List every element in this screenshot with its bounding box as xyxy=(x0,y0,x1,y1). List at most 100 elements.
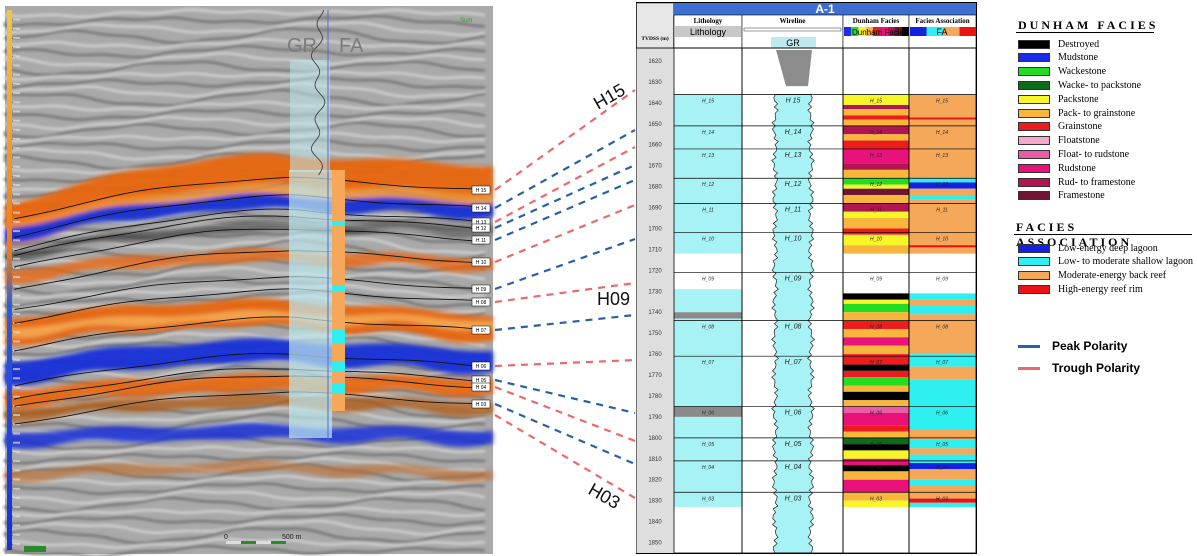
fa-legend-label: Low- to moderate shallow lagoon xyxy=(1058,256,1193,268)
fa-legend-label: High-energy reef rim xyxy=(1058,283,1143,295)
dunham-interval xyxy=(843,406,909,413)
horizon-label: H_15 xyxy=(702,98,714,104)
dunham-subheader: Dunham Facies xyxy=(852,28,908,37)
depth-label: 1760 xyxy=(648,352,662,358)
depth-tick-label xyxy=(13,193,20,196)
callout-h03: H03 xyxy=(585,479,624,513)
dunham-subheader-swatch xyxy=(880,27,888,36)
fa-interval xyxy=(909,354,976,367)
fa-strip-segment xyxy=(332,225,345,285)
fa-interval xyxy=(909,194,976,200)
horizon-label: H_03 xyxy=(936,496,948,502)
lithology-interval xyxy=(674,289,742,313)
depth-label: 1720 xyxy=(648,268,662,274)
seismic-reflector xyxy=(3,519,486,536)
seismic-horizon xyxy=(14,176,476,220)
depth-tick-label xyxy=(13,202,20,205)
seismic-reflector xyxy=(3,37,486,50)
dunham-legend-item: Pack- to grainstone xyxy=(1018,107,1135,119)
horizon-label: H_10 xyxy=(936,237,948,243)
depth-tick-label xyxy=(13,386,20,389)
column-header: Lithology xyxy=(694,17,723,25)
dunham-legend-swatch xyxy=(1018,39,1050,49)
callout-h15: H15 xyxy=(590,80,629,114)
seismic-amplitude-band xyxy=(5,248,493,284)
horizon-tag xyxy=(471,235,491,245)
gr-subheader: GR xyxy=(786,38,800,48)
trough-polarity-line xyxy=(494,89,636,191)
dunham-interval xyxy=(843,134,909,141)
depth-tick-label xyxy=(13,55,20,58)
fa-subheader: FA xyxy=(936,27,947,37)
fa-interval xyxy=(909,305,976,315)
depth-tick-label xyxy=(13,542,20,545)
depth-tick-label xyxy=(13,147,20,150)
horizon-label: H_05 xyxy=(870,442,882,448)
fa-strip-segment xyxy=(332,343,345,361)
fa-legend-item: Moderate-energy back reef xyxy=(1018,270,1166,282)
horizon-label: H_05 xyxy=(785,441,802,448)
seismic-reflector xyxy=(3,115,486,131)
trough-polarity-line xyxy=(494,414,636,499)
horizon-label: H_04 xyxy=(870,465,882,471)
seismic-reflector xyxy=(3,131,486,144)
scale-label-right: 500 m xyxy=(282,534,302,541)
seismic-reflector xyxy=(3,88,486,108)
horizon-label: H_08 xyxy=(870,325,882,331)
seismic-reflector xyxy=(3,82,486,99)
dunham-legend-title: DUNHAM FACIES xyxy=(1018,18,1159,32)
dunham-interval xyxy=(843,391,909,401)
horizon-label: H_08 xyxy=(936,325,948,331)
dunham-interval xyxy=(843,425,909,432)
horizon-label: H_15 xyxy=(870,98,882,104)
fa-legend-swatch xyxy=(1018,284,1050,294)
dunham-legend-label: Rudstone xyxy=(1058,162,1096,174)
dunham-legend-label: Wacke- to packstone xyxy=(1058,79,1142,91)
dunham-legend-item: Rudstone xyxy=(1018,162,1096,174)
dunham-legend-label: Destroyed xyxy=(1058,38,1100,50)
fa-interval xyxy=(909,454,976,463)
depth-track-bg xyxy=(636,48,674,553)
horizon-tag xyxy=(471,284,491,294)
peak-polarity-line xyxy=(494,237,636,291)
depth-tick-label xyxy=(13,533,20,536)
dunham-legend-swatch xyxy=(1018,94,1050,104)
dunham-interval xyxy=(843,500,909,507)
seismic-section: GR FA Sum H 15 H 14 H 13H 12 H 11 H 10 H 09 H … xyxy=(0,0,500,556)
horizon-label: H_12 xyxy=(785,181,802,188)
dunham-interval xyxy=(843,354,909,365)
fa-interval xyxy=(909,479,976,487)
depth-tick-label xyxy=(13,496,20,499)
dunham-legend: DUNHAM FACIES Destroyed Mudstone Wackeston… xyxy=(1010,14,1190,204)
horizon-label: H_13 xyxy=(702,153,714,159)
seismic-horizon xyxy=(14,194,476,238)
trough-polarity-line xyxy=(494,385,636,443)
dunham-interval xyxy=(843,465,909,472)
horizon-tag xyxy=(471,257,491,267)
horizon-label: H_04 xyxy=(702,465,714,471)
depth-tick-label xyxy=(13,239,20,242)
dunham-subheader-swatch xyxy=(894,27,902,36)
horizon-tag-label: H 06 xyxy=(476,364,487,370)
horizon-label: H_05 xyxy=(702,442,714,448)
seismic-horizon xyxy=(14,375,476,407)
dunham-legend-item: Wacke- to packstone xyxy=(1018,79,1141,91)
seismic-reflector xyxy=(3,489,486,505)
seismic-reflector xyxy=(3,70,486,81)
gr-subheader-bg xyxy=(771,37,816,48)
dunham-legend-swatch xyxy=(1018,149,1050,159)
horizon-label: H_08 xyxy=(702,325,714,331)
seismic-reflector xyxy=(3,108,486,121)
fa-subheader-swatch xyxy=(910,27,927,36)
horizon-tag xyxy=(471,382,491,392)
depth-label: 1740 xyxy=(648,310,662,316)
seismic-reflector xyxy=(3,474,486,486)
gr-fill-top xyxy=(776,50,812,87)
trough-polarity-line xyxy=(494,203,636,264)
depth-tick-label xyxy=(13,184,20,187)
horizon-label: H_11 xyxy=(702,207,714,213)
seismic-reflector xyxy=(3,496,486,514)
fa-interval xyxy=(909,429,976,440)
polarity-legend: Peak Polarity Trough Polarity xyxy=(1018,335,1188,385)
lithology-subheader: Lithology xyxy=(690,27,727,37)
